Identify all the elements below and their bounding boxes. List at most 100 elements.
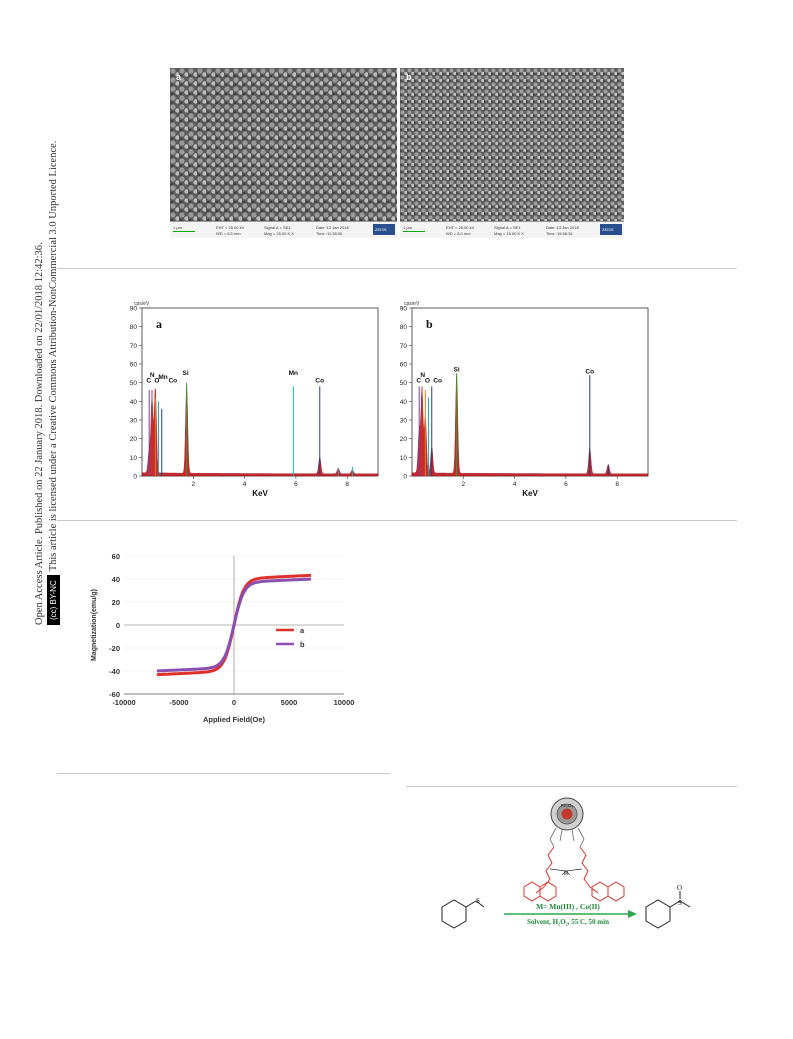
divider [57, 520, 737, 521]
metal-center: M [549, 868, 583, 877]
element-annotation: Co [585, 368, 594, 375]
x-tick-label: 5000 [281, 698, 298, 707]
divider [406, 786, 737, 787]
element-annotation: Co [433, 378, 442, 385]
element-annotation: C [146, 378, 151, 385]
reaction-arrow [504, 910, 637, 918]
sem-mag: Mag = 15.00 K X [494, 231, 524, 236]
magnetization-chart: -60 -40 -20 0 20 40 60 -10000 -5000 0 5000 10000 App… [91, 552, 355, 724]
sem-mag: Mag = 25.00 K X [264, 231, 294, 236]
y-tick-label: 80 [400, 324, 408, 331]
y-tick-label: 90 [400, 306, 408, 313]
y-tick-label: -60 [109, 690, 120, 699]
sem-image-b: b 1 μm EHT = 25.00 kV WD = 8.0 mm Signal… [400, 68, 624, 238]
y-tick-label: 40 [400, 399, 408, 406]
silica-linkers [549, 827, 585, 848]
x-tick-label: 2 [461, 481, 465, 488]
zeiss-logo: ZEISS [373, 224, 395, 235]
element-annotation: O [425, 378, 430, 385]
sem-wd: WD = 8.0 mm [446, 231, 471, 236]
plot-frame [411, 307, 649, 477]
y-tick-label: 60 [112, 552, 120, 561]
ligand-chains [535, 846, 599, 894]
x-tick-label: 8 [615, 481, 619, 488]
sem-scale: 1 μm [403, 225, 412, 230]
y-tick-label: 30 [400, 418, 408, 425]
zeiss-logo: ZEISS [600, 224, 622, 235]
svg-text:M: M [564, 871, 568, 877]
element-annotation: Mn [158, 374, 167, 381]
y-tick-label: 30 [130, 418, 138, 425]
y-tick-label: 20 [130, 436, 138, 443]
element-annotation: C [416, 378, 421, 385]
y-axis-label: Magnetization(emu/g) [91, 589, 98, 661]
y-tick-label: 0 [403, 474, 407, 481]
y-tick-label: 70 [400, 343, 408, 350]
y-unit-label: cps/eV [404, 301, 420, 307]
x-tick-label: 6 [564, 481, 568, 488]
license-line-1: Open Access Article. Published on 22 Jan… [34, 242, 45, 625]
cc-license-icon[interactable]: (cc) BY-NC [47, 575, 60, 625]
y-tick-label: 60 [400, 362, 408, 369]
y-unit-label: cps/eV [134, 301, 150, 307]
plot-frame [141, 307, 379, 477]
sem-date: Date :13 Jan 2018 [316, 225, 349, 230]
x-tick-label: 2 [191, 481, 195, 488]
element-annotation: N [420, 372, 425, 379]
y-tick-label: 50 [130, 380, 138, 387]
license-banner: Open Access Article. Published on 22 Jan… [0, 0, 60, 640]
arrow-condition-top: M= Mn(III) , Co(II) [536, 902, 600, 911]
y-tick-label: -40 [109, 667, 120, 676]
sem-wd: WD = 8.5 mm [216, 231, 241, 236]
divider [57, 268, 737, 269]
element-annotation: N [150, 372, 155, 379]
element-annotation: Co [168, 378, 177, 385]
x-tick-label: -5000 [169, 698, 188, 707]
product-sulfur: S [678, 899, 682, 907]
sem-scale: 1 μm [173, 225, 182, 230]
y-tick-label: 10 [130, 455, 138, 462]
x-tick-label: 10000 [334, 698, 355, 707]
nanoparticle-core: Fe₃O₄ [550, 797, 584, 831]
reactant-thioanisole [441, 899, 485, 929]
y-tick-label: 40 [112, 575, 120, 584]
y-tick-label: 10 [400, 455, 408, 462]
panel-label: b [426, 317, 433, 331]
core-label: Fe₃O₄ [561, 803, 574, 808]
y-tick-label: 80 [130, 324, 138, 331]
sem-eht: EHT = 25.00 kV [216, 225, 245, 230]
y-tick-label: 0 [133, 474, 137, 481]
panel-label: a [156, 317, 162, 331]
sem-signal: Signal A = SE1 [494, 225, 521, 230]
sem-time: Time :15:58:34 [546, 231, 573, 236]
sem-texture-a [170, 68, 397, 222]
element-annotation: Co [315, 378, 324, 385]
y-tick-label: 20 [400, 436, 408, 443]
spectrum-fill [411, 374, 649, 477]
spectrum-fill [141, 385, 379, 477]
y-tick-label: -20 [109, 644, 120, 653]
sem-eht: EHT = 25.00 kV [446, 225, 475, 230]
x-tick-label: 0 [232, 698, 236, 707]
y-tick-label: 60 [130, 362, 138, 369]
element-annotation: Si [183, 370, 189, 377]
sem-date: Date :13 Jan 2018 [546, 225, 579, 230]
naphthyl-rings [523, 881, 625, 902]
legend-label-b: b [300, 640, 305, 649]
y-tick-label: 0 [116, 621, 120, 630]
x-axis-label: KeV [522, 489, 538, 496]
divider [57, 773, 390, 774]
y-tick-label: 90 [130, 306, 138, 313]
sem-info-bar-a: 1 μm EHT = 25.00 kV WD = 8.5 mm Signal A… [170, 221, 397, 238]
element-annotation: O [154, 378, 159, 385]
x-tick-label: -10000 [112, 698, 135, 707]
x-tick-label: 4 [243, 481, 247, 488]
sem-texture-b [400, 68, 624, 222]
reaction-scheme: Fe₃O₄ M S M= Mn(III) , Co(II) Solvent, H… [441, 797, 691, 929]
product-sulfoxide [645, 891, 691, 929]
sem-info-bar-b: 1 μm EHT = 25.00 kV WD = 8.0 mm Signal A… [400, 221, 624, 238]
sem-signal: Signal A = SE1 [264, 225, 291, 230]
x-tick-label: 8 [345, 481, 349, 488]
